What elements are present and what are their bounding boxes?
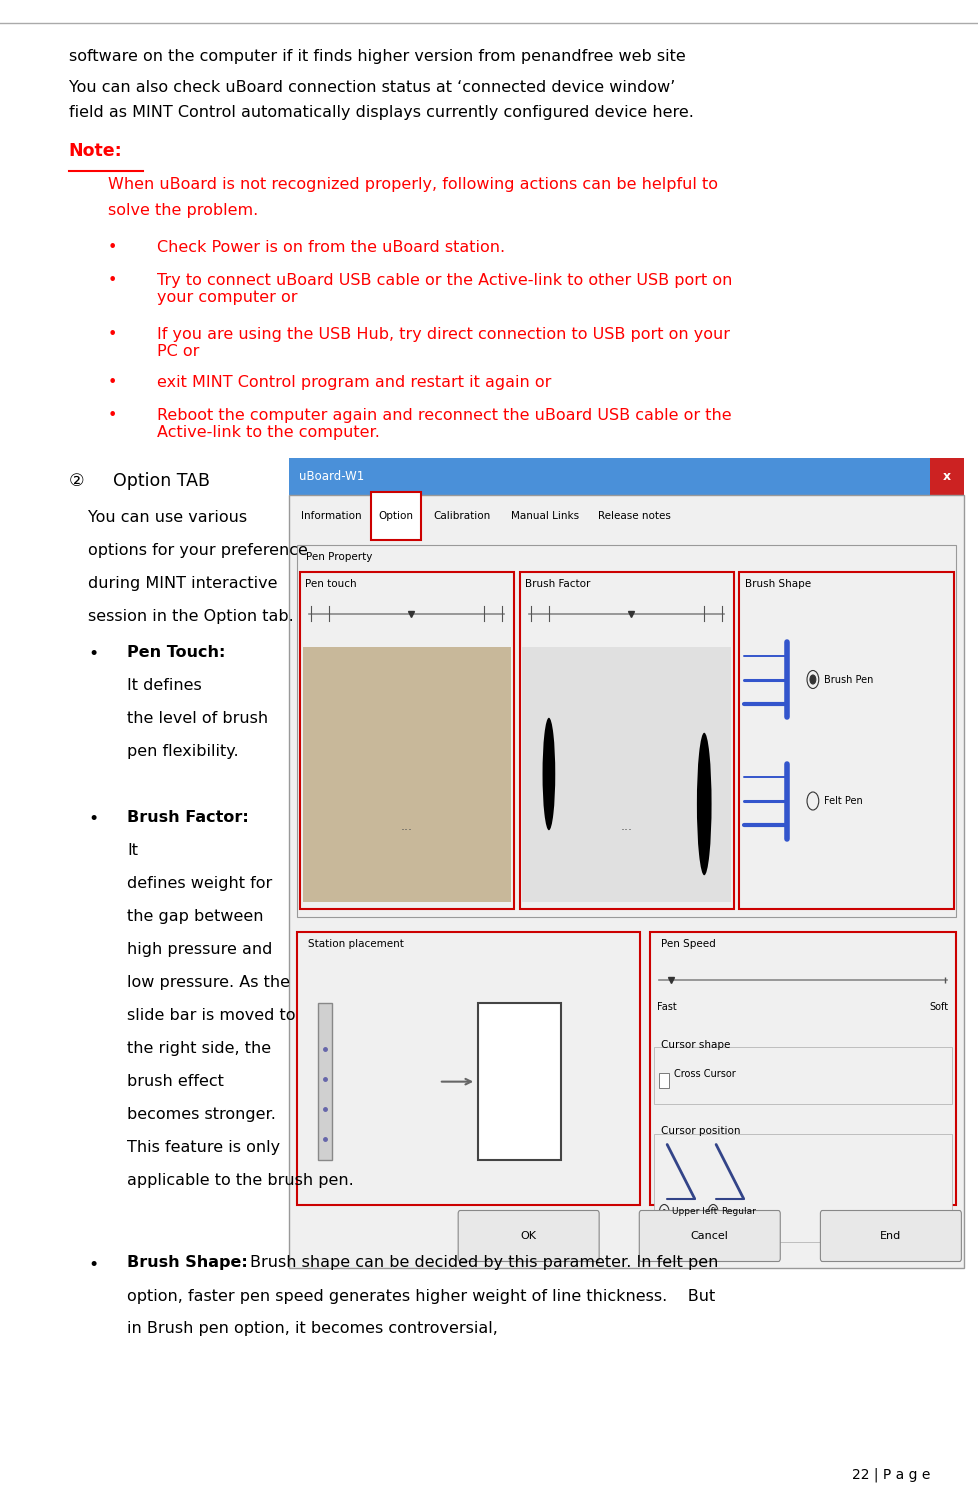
Text: End: End xyxy=(879,1232,901,1240)
Text: Try to connect uBoard USB cable or the Active-link to other USB port on
your com: Try to connect uBoard USB cable or the A… xyxy=(156,273,732,306)
Text: •: • xyxy=(88,1256,98,1274)
Text: the gap between: the gap between xyxy=(127,909,263,924)
Text: Pen touch: Pen touch xyxy=(305,579,357,590)
Text: 22 | P a g e: 22 | P a g e xyxy=(851,1467,929,1482)
Text: •: • xyxy=(108,240,117,255)
FancyBboxPatch shape xyxy=(318,1004,332,1161)
Text: pen flexibility.: pen flexibility. xyxy=(127,744,239,759)
Text: Brush Shape:: Brush Shape: xyxy=(127,1256,247,1270)
FancyBboxPatch shape xyxy=(738,572,953,909)
Text: options for your preference: options for your preference xyxy=(88,543,308,558)
Text: high pressure and: high pressure and xyxy=(127,942,272,957)
FancyBboxPatch shape xyxy=(929,458,963,495)
FancyBboxPatch shape xyxy=(519,572,733,909)
Text: Cancel: Cancel xyxy=(690,1232,728,1240)
FancyBboxPatch shape xyxy=(639,1210,779,1261)
Text: This feature is only: This feature is only xyxy=(127,1140,280,1155)
Text: ...: ... xyxy=(400,821,412,833)
Text: Brush Factor: Brush Factor xyxy=(525,579,590,590)
Text: When uBoard is not recognized properly, following actions can be helpful to: When uBoard is not recognized properly, … xyxy=(108,177,717,192)
Text: Brush Shape: Brush Shape xyxy=(744,579,811,590)
FancyBboxPatch shape xyxy=(658,1072,668,1088)
Text: x: x xyxy=(942,470,951,483)
Text: Soft: Soft xyxy=(928,1002,948,1013)
Circle shape xyxy=(809,675,815,684)
Text: You can use various: You can use various xyxy=(88,510,247,525)
Text: Release notes: Release notes xyxy=(598,512,671,520)
Text: •: • xyxy=(88,810,98,828)
Text: Cursor position: Cursor position xyxy=(660,1126,740,1137)
Text: session in the Option tab.: session in the Option tab. xyxy=(88,609,293,624)
Text: Pen Speed: Pen Speed xyxy=(660,939,715,950)
Text: If you are using the USB Hub, try direct connection to USB port on your
PC or: If you are using the USB Hub, try direct… xyxy=(156,327,729,360)
Text: Felt Pen: Felt Pen xyxy=(822,796,862,806)
Text: Station placement: Station placement xyxy=(308,939,404,950)
Text: It defines: It defines xyxy=(127,678,201,693)
Text: Check Power is on from the uBoard station.: Check Power is on from the uBoard statio… xyxy=(156,240,505,255)
FancyBboxPatch shape xyxy=(522,646,730,902)
FancyBboxPatch shape xyxy=(458,1210,599,1261)
Text: field as MINT Control automatically displays currently configured device here.: field as MINT Control automatically disp… xyxy=(68,105,692,120)
FancyBboxPatch shape xyxy=(289,495,963,1268)
Text: exit MINT Control program and restart it again or: exit MINT Control program and restart it… xyxy=(156,375,551,390)
FancyBboxPatch shape xyxy=(302,646,511,902)
Text: OK: OK xyxy=(520,1232,536,1240)
Text: •: • xyxy=(108,375,117,390)
Text: Fast: Fast xyxy=(656,1002,677,1013)
Text: becomes stronger.: becomes stronger. xyxy=(127,1107,276,1122)
FancyBboxPatch shape xyxy=(477,1004,560,1161)
FancyBboxPatch shape xyxy=(653,1134,951,1242)
FancyBboxPatch shape xyxy=(296,932,639,1204)
FancyBboxPatch shape xyxy=(296,544,956,916)
Text: brush effect: brush effect xyxy=(127,1074,224,1089)
Text: You can also check uBoard connection status at ‘connected device window’: You can also check uBoard connection sta… xyxy=(68,80,674,94)
Text: •: • xyxy=(108,327,117,342)
Text: •: • xyxy=(108,408,117,423)
Text: Brush Factor:: Brush Factor: xyxy=(127,810,248,825)
Ellipse shape xyxy=(542,718,555,831)
Text: Note:: Note: xyxy=(68,142,122,160)
Text: applicable to the brush pen.: applicable to the brush pen. xyxy=(127,1173,354,1188)
Text: low pressure. As the: low pressure. As the xyxy=(127,975,289,990)
Text: Manual Links: Manual Links xyxy=(511,512,579,520)
Text: •: • xyxy=(108,273,117,288)
FancyBboxPatch shape xyxy=(648,932,956,1204)
Text: Cursor shape: Cursor shape xyxy=(660,1040,730,1050)
Text: Option: Option xyxy=(378,512,414,520)
Text: Reboot the computer again and reconnect the uBoard USB cable or the
Active-link : Reboot the computer again and reconnect … xyxy=(156,408,731,441)
Text: during MINT interactive: during MINT interactive xyxy=(88,576,278,591)
Text: in Brush pen option, it becomes controversial,: in Brush pen option, it becomes controve… xyxy=(127,1322,498,1336)
Text: Pen Property: Pen Property xyxy=(306,552,373,562)
Text: It: It xyxy=(127,843,138,858)
Text: option, faster pen speed generates higher weight of line thickness.    But: option, faster pen speed generates highe… xyxy=(127,1288,715,1304)
FancyBboxPatch shape xyxy=(299,572,513,909)
Ellipse shape xyxy=(696,734,711,876)
Text: the level of brush: the level of brush xyxy=(127,711,268,726)
FancyBboxPatch shape xyxy=(371,492,421,540)
Text: ...: ... xyxy=(620,821,632,833)
Text: Cross Cursor: Cross Cursor xyxy=(673,1070,735,1078)
Text: solve the problem.: solve the problem. xyxy=(108,202,257,217)
Text: Brush Pen: Brush Pen xyxy=(822,675,872,684)
Text: the right side, the: the right side, the xyxy=(127,1041,271,1056)
Text: Brush shape can be decided by this parameter. In felt pen: Brush shape can be decided by this param… xyxy=(249,1256,717,1270)
Circle shape xyxy=(661,1209,665,1215)
Text: software on the computer if it finds higher version from penandfree web site: software on the computer if it finds hig… xyxy=(68,50,685,64)
FancyBboxPatch shape xyxy=(820,1210,960,1261)
Text: Pen Touch:: Pen Touch: xyxy=(127,645,225,660)
Text: Information: Information xyxy=(300,512,361,520)
Text: defines weight for: defines weight for xyxy=(127,876,272,891)
FancyBboxPatch shape xyxy=(289,458,963,495)
Text: Regular: Regular xyxy=(720,1208,755,1216)
Text: uBoard-W1: uBoard-W1 xyxy=(298,470,364,483)
FancyBboxPatch shape xyxy=(653,1047,951,1104)
Text: Calibration: Calibration xyxy=(432,512,490,520)
Text: slide bar is moved to: slide bar is moved to xyxy=(127,1008,295,1023)
Text: Upper left: Upper left xyxy=(671,1208,717,1216)
Text: Option TAB: Option TAB xyxy=(112,472,209,490)
Text: ②: ② xyxy=(68,472,84,490)
Text: •: • xyxy=(88,645,98,663)
